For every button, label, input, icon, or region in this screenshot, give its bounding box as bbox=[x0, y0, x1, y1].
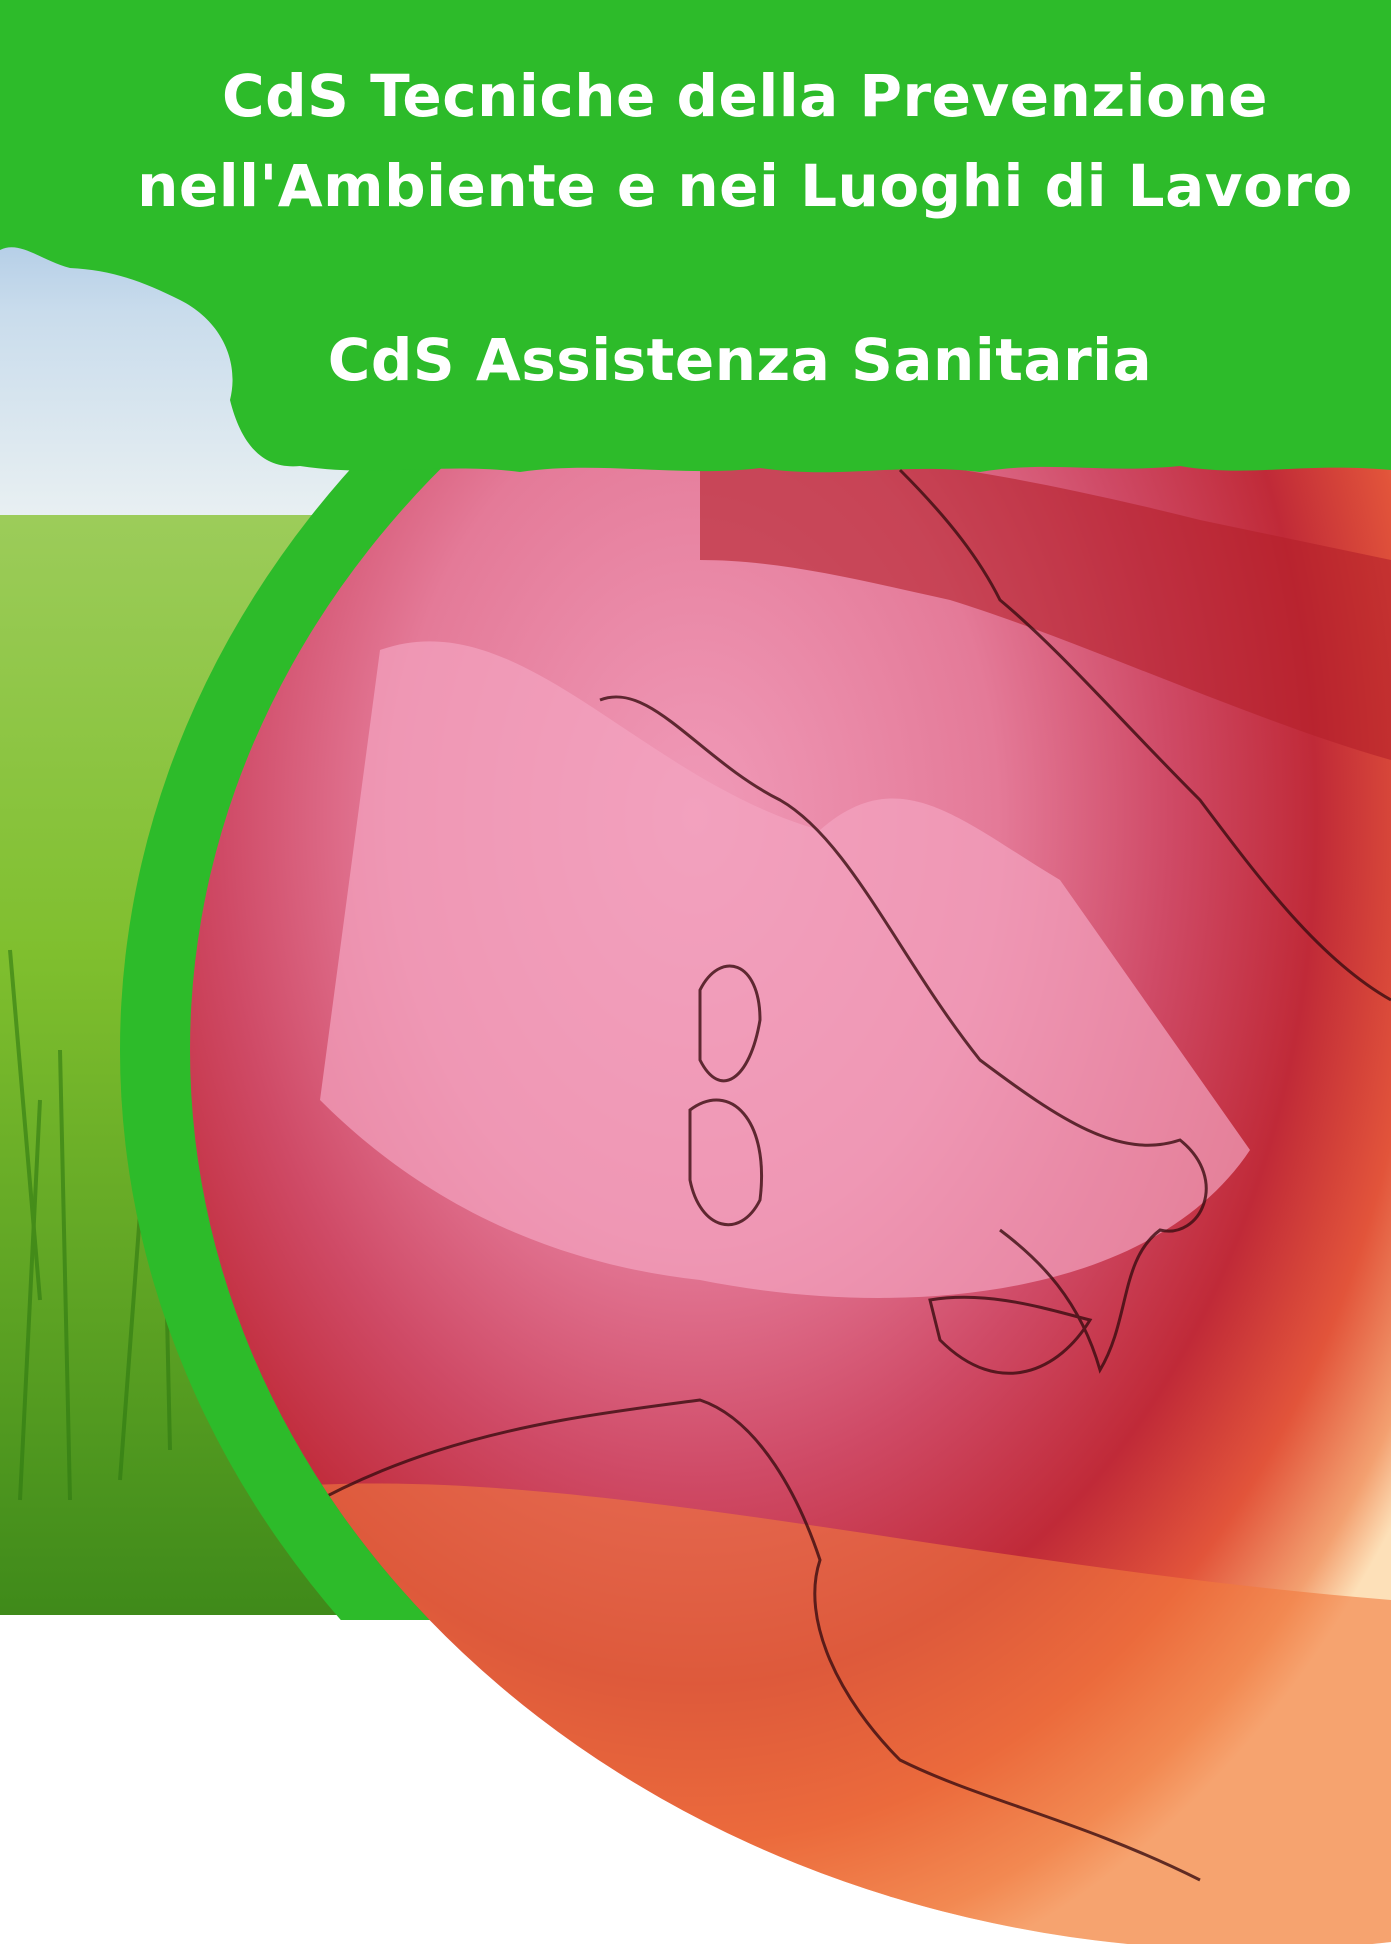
page: {"heading": {"line1": "CdS Tecniche dell… bbox=[0, 0, 1391, 1944]
subtitle: CdS Assistenza Sanitaria bbox=[328, 326, 1152, 394]
poster: CdS Tecniche della Prevenzione nell'Ambi… bbox=[0, 0, 1391, 1944]
title-line-1: CdS Tecniche della Prevenzione bbox=[222, 62, 1268, 130]
title-line-2: nell'Ambiente e nei Luoghi di Lavoro bbox=[137, 152, 1353, 220]
